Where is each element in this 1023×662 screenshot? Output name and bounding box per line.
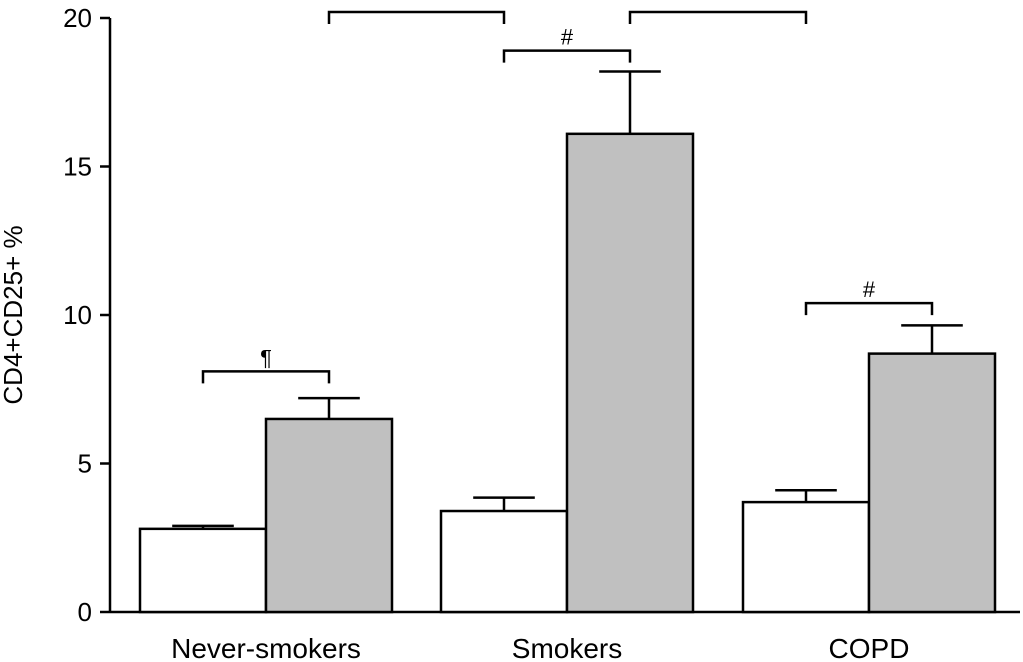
bar — [138, 527, 268, 614]
significance-bracket — [201, 370, 331, 384]
x-category-label: Smokers — [512, 633, 622, 662]
y-tick-label: 0 — [78, 597, 92, 627]
bar — [565, 132, 695, 614]
significance-bracket — [327, 10, 506, 25]
significance-label: # — [561, 25, 574, 50]
x-category-label: Never-smokers — [171, 633, 361, 662]
bars — [138, 70, 997, 614]
bar — [867, 352, 997, 614]
y-axis-title: CD4+CD25+ % — [0, 225, 28, 404]
significance-bracket — [502, 49, 632, 63]
y-tick-label: 10 — [63, 300, 92, 330]
significance-bracket — [804, 301, 934, 316]
bar — [741, 500, 871, 614]
significance-label: # — [863, 277, 876, 302]
significance-label: ** — [408, 0, 426, 11]
bar — [439, 509, 569, 614]
bar — [264, 417, 394, 614]
x-category-label: COPD — [829, 633, 910, 662]
significance-label: ** — [709, 0, 727, 11]
labels: CD4+CD25+ % Never-smokers Smokers COPD — [0, 225, 909, 662]
significance-brackets: ¶ # # ** ** — [201, 0, 934, 384]
y-tick-label: 5 — [78, 449, 92, 479]
y-tick-label: 20 — [63, 3, 92, 33]
y-tick-label: 15 — [63, 152, 92, 182]
significance-label: ¶ — [260, 345, 272, 370]
significance-bracket — [628, 10, 808, 25]
